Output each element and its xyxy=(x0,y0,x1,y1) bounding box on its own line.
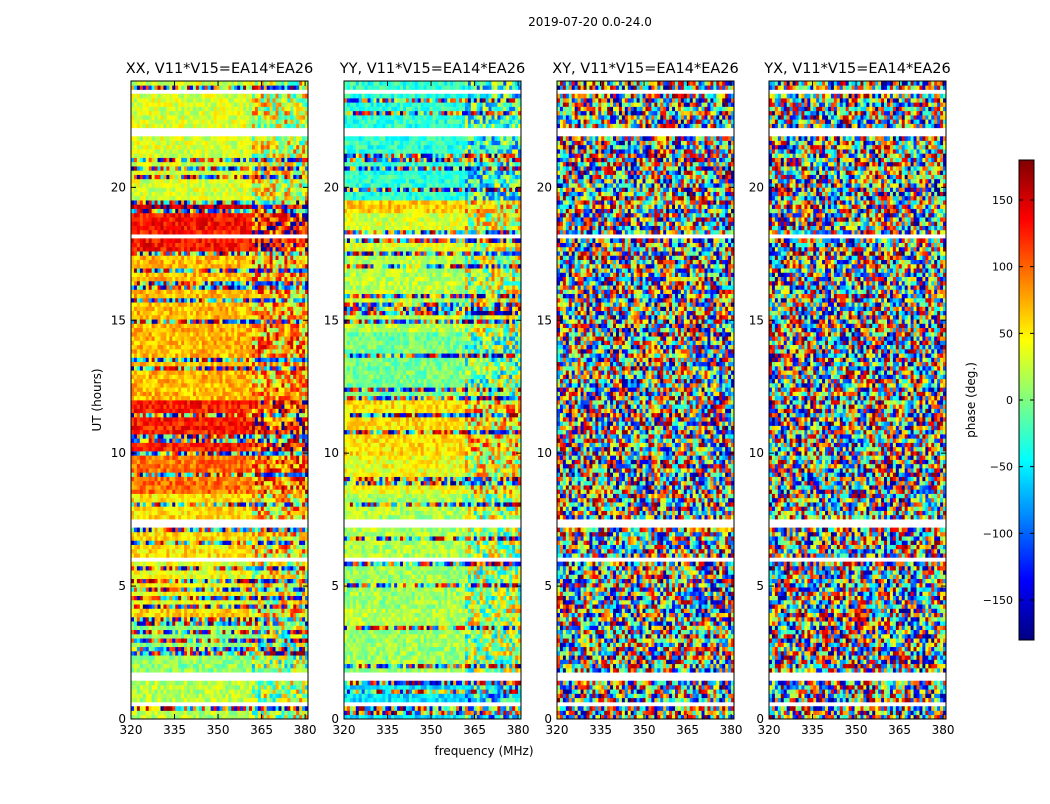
y-tick-label: 20 xyxy=(111,180,126,194)
chart-suptitle: 2019-07-20 0.0-24.0 xyxy=(528,15,652,29)
y-tick-label: 10 xyxy=(324,446,339,460)
y-tick-label: 10 xyxy=(111,446,126,460)
colorbar-tick-label: 50 xyxy=(999,327,1013,340)
y-tick-label: 15 xyxy=(749,313,764,327)
x-tick-label: 380 xyxy=(932,723,955,737)
colorbar: 150 100 50 0 −50 −100 −150 xyxy=(983,160,1034,640)
y-tick-label: 15 xyxy=(537,313,552,327)
colorbar-tick-label: −50 xyxy=(990,461,1013,474)
colorbar-tick-label: −150 xyxy=(983,594,1013,607)
x-tick-label: 365 xyxy=(888,723,911,737)
y-tick-label: 20 xyxy=(324,180,339,194)
y-tick-label: 0 xyxy=(331,712,339,726)
y-axis-label: UT (hours) xyxy=(90,368,104,431)
x-tick-label: 335 xyxy=(376,723,399,737)
x-tick-label: 380 xyxy=(294,723,317,737)
heatmap-cells xyxy=(131,81,308,719)
x-tick-label: 380 xyxy=(720,723,743,737)
panel-title: XY, V11*V15=EA14*EA26 xyxy=(552,61,738,77)
heatmap-cells xyxy=(344,81,521,719)
y-tick-label: 5 xyxy=(331,579,339,593)
heatmap-cells xyxy=(769,81,946,719)
y-tick-label: 0 xyxy=(544,712,552,726)
colorbar-label: phase (deg.) xyxy=(964,362,978,438)
y-tick-label: 0 xyxy=(756,712,764,726)
x-tick-label: 335 xyxy=(163,723,186,737)
x-tick-label: 350 xyxy=(207,723,230,737)
x-tick-label: 380 xyxy=(507,723,530,737)
x-axis-label: frequency (MHz) xyxy=(434,744,533,758)
panel-title: XX, V11*V15=EA14*EA26 xyxy=(126,61,314,77)
x-tick-label: 365 xyxy=(463,723,486,737)
y-tick-label: 5 xyxy=(756,579,764,593)
y-tick-label: 10 xyxy=(749,446,764,460)
y-tick-label: 15 xyxy=(111,313,126,327)
y-tick-label: 20 xyxy=(749,180,764,194)
y-tick-label: 20 xyxy=(537,180,552,194)
colorbar-tick-label: −100 xyxy=(983,527,1013,540)
x-tick-label: 335 xyxy=(801,723,824,737)
heatmap-cells xyxy=(557,81,734,719)
y-tick-label: 10 xyxy=(537,446,552,460)
x-tick-label: 350 xyxy=(845,723,868,737)
y-tick-label: 5 xyxy=(118,579,126,593)
colorbar-tick-label: 100 xyxy=(992,261,1013,274)
x-tick-label: 365 xyxy=(250,723,273,737)
colorbar-tick-label: 150 xyxy=(992,194,1013,207)
x-tick-label: 350 xyxy=(633,723,656,737)
x-tick-label: 335 xyxy=(589,723,612,737)
colorbar-tick-label: 0 xyxy=(1006,394,1013,407)
y-tick-label: 0 xyxy=(118,712,126,726)
panel-title: YX, V11*V15=EA14*EA26 xyxy=(763,61,950,77)
x-tick-label: 350 xyxy=(420,723,443,737)
y-tick-label: 5 xyxy=(544,579,552,593)
panel-title: YY, V11*V15=EA14*EA26 xyxy=(339,61,525,77)
x-tick-label: 365 xyxy=(676,723,699,737)
y-tick-label: 15 xyxy=(324,313,339,327)
